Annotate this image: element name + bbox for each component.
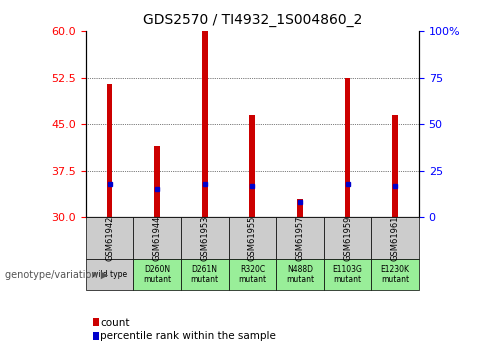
Bar <box>297 199 303 217</box>
Bar <box>86 217 133 259</box>
Text: GSM61959: GSM61959 <box>343 216 352 261</box>
Text: count: count <box>100 318 130 327</box>
Bar <box>228 259 276 290</box>
Text: GSM61955: GSM61955 <box>248 216 257 261</box>
Bar <box>276 217 324 259</box>
Bar <box>181 217 228 259</box>
Text: GSM61942: GSM61942 <box>105 216 114 261</box>
Text: GSM61944: GSM61944 <box>153 216 162 261</box>
Bar <box>324 259 371 290</box>
Bar <box>249 115 255 217</box>
Text: GSM61957: GSM61957 <box>295 216 304 261</box>
Bar <box>107 84 112 217</box>
Bar <box>392 115 398 217</box>
Title: GDS2570 / TI4932_1S004860_2: GDS2570 / TI4932_1S004860_2 <box>143 13 362 27</box>
Text: GSM61961: GSM61961 <box>391 216 400 261</box>
Text: D261N
mutant: D261N mutant <box>191 265 219 284</box>
Bar <box>133 217 181 259</box>
Text: E1230K
mutant: E1230K mutant <box>381 265 410 284</box>
Text: wild type: wild type <box>92 270 127 279</box>
Text: genotype/variation ▶: genotype/variation ▶ <box>5 269 108 279</box>
Text: R320C
mutant: R320C mutant <box>238 265 267 284</box>
Bar <box>202 31 208 217</box>
Bar <box>86 259 133 290</box>
Bar <box>344 78 350 217</box>
Text: GSM61953: GSM61953 <box>200 216 209 261</box>
Bar <box>154 146 160 217</box>
Text: percentile rank within the sample: percentile rank within the sample <box>100 332 276 341</box>
Text: E1103G
mutant: E1103G mutant <box>333 265 363 284</box>
Text: N488D
mutant: N488D mutant <box>286 265 314 284</box>
Text: D260N
mutant: D260N mutant <box>143 265 171 284</box>
Bar <box>324 217 371 259</box>
Bar <box>181 259 228 290</box>
Bar <box>371 259 419 290</box>
Bar <box>133 259 181 290</box>
Bar <box>371 217 419 259</box>
Bar <box>228 217 276 259</box>
Bar <box>276 259 324 290</box>
